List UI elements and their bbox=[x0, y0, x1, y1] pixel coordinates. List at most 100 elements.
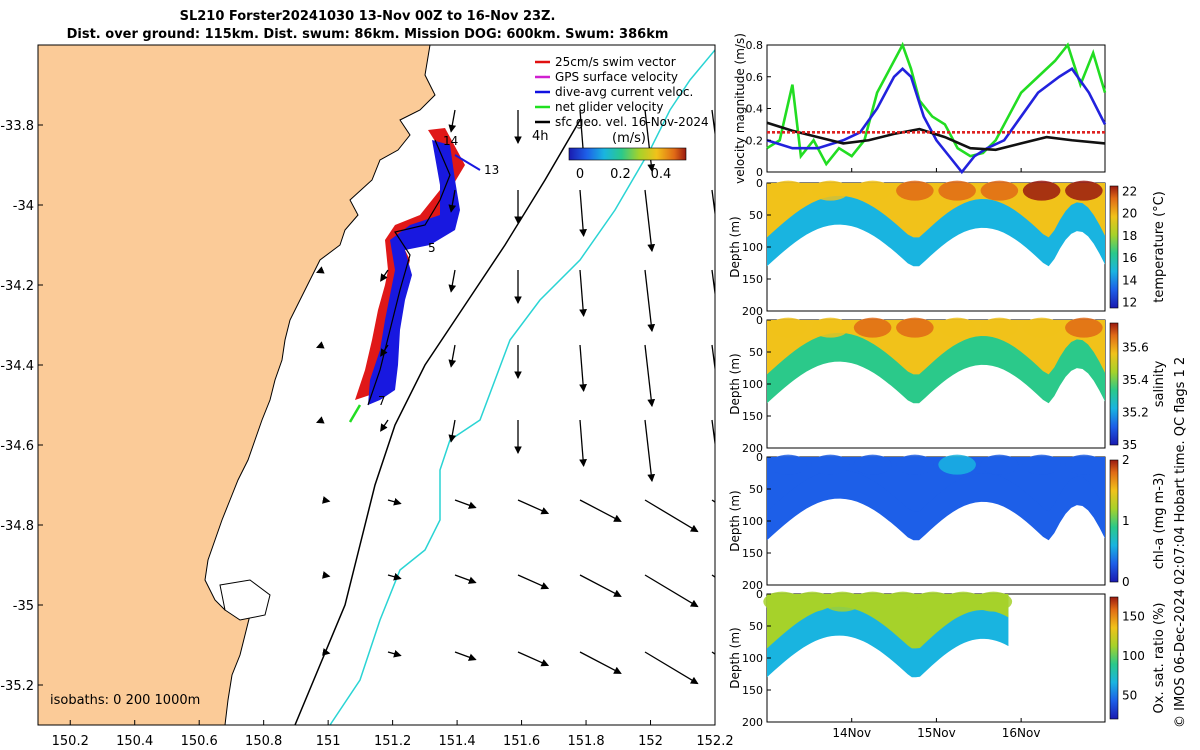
profile-panel: 0 50 100 150 200 Depth (m) 0 1 2 chl-a (mg m-3) bbox=[728, 451, 1167, 592]
colorbar-tick-label: 0.2 bbox=[610, 167, 631, 182]
profile-surface-patch bbox=[769, 180, 807, 201]
geo-arrow bbox=[644, 499, 699, 533]
geo-arrow bbox=[448, 189, 457, 213]
velocity-frame bbox=[766, 44, 1106, 173]
profile-surface-patch bbox=[884, 591, 922, 612]
geo-velocity-arrows bbox=[315, 109, 715, 685]
profile-colorbar bbox=[1109, 322, 1119, 446]
colorbar-tick-label: 2 bbox=[1122, 453, 1130, 467]
current-vector-arrow bbox=[454, 154, 481, 171]
map-y-tick-label: -34.2 bbox=[0, 279, 34, 294]
colorbar-tick-label: 0 bbox=[576, 167, 584, 182]
geo-arrow bbox=[711, 419, 715, 449]
legend-label: GPS surface velocity bbox=[555, 70, 678, 84]
profile-y-tick-label: 100 bbox=[742, 241, 763, 254]
profile-panel: 0 50 100 150 200 Depth (m) 50 100 150 Ox. sat. ra… bbox=[728, 588, 1167, 729]
map-panel: 150.2 150.4 150.6 150.8 151 151.2 151.4 151.6 15… bbox=[0, 44, 734, 749]
profile-y-tick-label: 150 bbox=[742, 410, 763, 423]
colorbar-tick-label: 0 bbox=[1122, 575, 1130, 589]
lake bbox=[219, 579, 271, 621]
profile-surface-patch bbox=[811, 454, 850, 475]
profile-surface-patch bbox=[938, 317, 976, 338]
geo-arrow bbox=[322, 571, 331, 579]
profile-surface-patch bbox=[944, 591, 982, 612]
legend-label: net glider velocity bbox=[555, 100, 663, 114]
colorbar-unit: (m/s) bbox=[612, 131, 646, 146]
geo-arrow bbox=[644, 344, 656, 408]
profile-surface-patch bbox=[793, 591, 832, 612]
profile-y-tick-label: 50 bbox=[749, 209, 763, 222]
profile-y-tick-label: 50 bbox=[749, 620, 763, 633]
geo-arrow bbox=[517, 574, 550, 590]
geo-arrow bbox=[644, 574, 699, 608]
profile-surface-patch bbox=[769, 317, 807, 338]
profile-panel: 0 50 100 150 200 Depth (m) 12 14 16 18 20 22 tempera… bbox=[728, 177, 1167, 318]
profile-surface-patch bbox=[896, 180, 934, 201]
profile-surface-patch bbox=[980, 454, 1019, 475]
profile-upper-layer bbox=[767, 320, 1105, 375]
map-x-tick-label: 150.6 bbox=[181, 734, 218, 749]
map-x-axis: 150.2 150.4 150.6 150.8 151 151.2 151.4 151.6 15… bbox=[52, 720, 734, 749]
figure-title: SL210 Forster20241030 13-Nov 00Z to 16-N… bbox=[0, 8, 735, 44]
profile-surface-patch bbox=[974, 591, 1013, 612]
velocity-y-label: velocity magnitude (m/s) bbox=[733, 33, 747, 184]
map-y-tick-label: -34.8 bbox=[0, 519, 34, 534]
geo-arrow bbox=[454, 651, 477, 661]
profile-surface-patch bbox=[896, 317, 934, 338]
profile-y-label: Depth (m) bbox=[728, 490, 742, 551]
profile-colorbar-label: salinity bbox=[1152, 360, 1167, 407]
map-y-axis: -33.8 -34 -34.2 -34.4 -34.6 -34.8 -35 -35.2 bbox=[0, 119, 43, 694]
colorbar-tick-label: 35.2 bbox=[1122, 405, 1149, 419]
velocity-series-line bbox=[766, 41, 1107, 167]
geo-arrow bbox=[315, 341, 325, 349]
profile-y-label: Depth (m) bbox=[728, 627, 742, 688]
profile-y-tick-label: 200 bbox=[742, 305, 763, 318]
colorbar-tick-label: 50 bbox=[1122, 688, 1137, 702]
map-y-tick-label: -33.8 bbox=[0, 119, 34, 134]
profile-surface-patch bbox=[811, 317, 850, 338]
map-y-tick-label: -34.6 bbox=[0, 439, 34, 454]
colorbar-tick-label: 35 bbox=[1122, 438, 1137, 452]
glider-track-blue bbox=[368, 140, 460, 405]
profile-surface-patch bbox=[938, 180, 976, 201]
geo-arrow bbox=[711, 189, 715, 219]
profile-surface-patch bbox=[853, 591, 892, 612]
profile-y-tick-label: 150 bbox=[742, 547, 763, 560]
colorbar-tick-label: 14 bbox=[1122, 273, 1137, 287]
geo-arrow bbox=[315, 416, 325, 424]
map-colorbar-ticks: 0 0.2 0.4 bbox=[576, 167, 671, 182]
map-x-tick-label: 151.4 bbox=[438, 734, 475, 749]
profile-y-tick-label: 50 bbox=[749, 346, 763, 359]
geo-arrow bbox=[579, 419, 587, 468]
map-x-tick-label: 150.4 bbox=[116, 734, 153, 749]
profile-surface-patch bbox=[1022, 317, 1061, 338]
profile-y-tick-label: 200 bbox=[742, 579, 763, 592]
geo-arrow bbox=[579, 269, 587, 318]
geo-arrow bbox=[380, 344, 389, 357]
legend-label: 25cm/s swim vector bbox=[555, 55, 676, 69]
colorbar-tick-label: 22 bbox=[1122, 185, 1137, 199]
profile-y-tick-label: 150 bbox=[742, 684, 763, 697]
geo-arrow bbox=[448, 109, 457, 133]
geo-arrow bbox=[517, 499, 550, 515]
profile-surface-patch bbox=[763, 591, 801, 612]
profile-surface-patch bbox=[853, 454, 892, 475]
geo-arrow bbox=[711, 344, 715, 374]
profile-colorbar-label: temperature (°C) bbox=[1152, 191, 1167, 303]
title-line-2: Dist. over ground: 115km. Dist. swum: 86… bbox=[66, 27, 669, 42]
geo-arrow bbox=[448, 419, 457, 443]
profile-y-label: Depth (m) bbox=[728, 216, 742, 277]
profile-colorbar bbox=[1109, 596, 1119, 720]
geo-arrow bbox=[322, 496, 331, 504]
geo-arrow bbox=[448, 269, 457, 293]
profile-x-tick-label: 16Nov bbox=[1002, 726, 1041, 740]
geo-arrow bbox=[380, 419, 389, 432]
velocity-y-tick-label: 0.6 bbox=[746, 71, 764, 84]
map-y-tick-label: -35 bbox=[13, 599, 34, 614]
geo-arrow bbox=[644, 419, 656, 483]
geo-arrow bbox=[644, 189, 656, 253]
profile-surface-patch bbox=[938, 454, 976, 475]
